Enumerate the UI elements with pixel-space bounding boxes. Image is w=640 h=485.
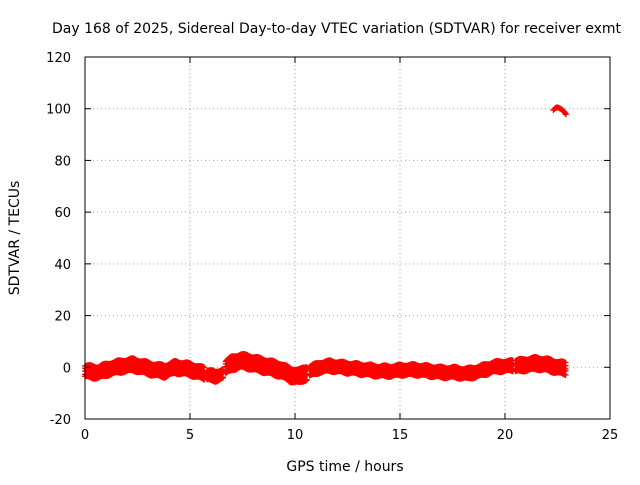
x-tick-label: 15 <box>392 428 409 443</box>
data-points <box>82 104 569 386</box>
x-tick-label: 20 <box>497 428 514 443</box>
x-tick-label: 25 <box>602 428 619 443</box>
y-tick-label: 60 <box>54 206 71 221</box>
y-tick-label: 120 <box>46 51 71 66</box>
y-tick-label: 100 <box>46 103 71 118</box>
data-point-marker <box>562 359 569 366</box>
data-point-marker <box>201 364 208 371</box>
x-axis-label: GPS time / hours <box>286 459 403 475</box>
x-tick-label: 0 <box>81 428 89 443</box>
x-tick-label: 10 <box>287 428 304 443</box>
y-tick-label: 0 <box>63 361 71 376</box>
y-tick-label: 40 <box>54 258 71 273</box>
x-tick-label: 5 <box>186 428 194 443</box>
chart-title: Day 168 of 2025, Sidereal Day-to-day VTE… <box>52 21 622 37</box>
y-tick-label: -20 <box>50 413 71 428</box>
x-tick-labels: 0 5 10 15 20 25 <box>81 428 618 443</box>
y-tick-label: 80 <box>54 154 71 169</box>
y-axis-label: SDTVAR / TECUs <box>7 181 23 296</box>
plot-frame <box>84 56 611 420</box>
axis-ticks <box>84 56 611 420</box>
data-point-marker <box>562 111 569 118</box>
grid-lines <box>85 57 610 419</box>
y-tick-label: 20 <box>54 310 71 325</box>
y-tick-labels: -20 0 20 40 60 80 100 120 <box>46 51 71 428</box>
